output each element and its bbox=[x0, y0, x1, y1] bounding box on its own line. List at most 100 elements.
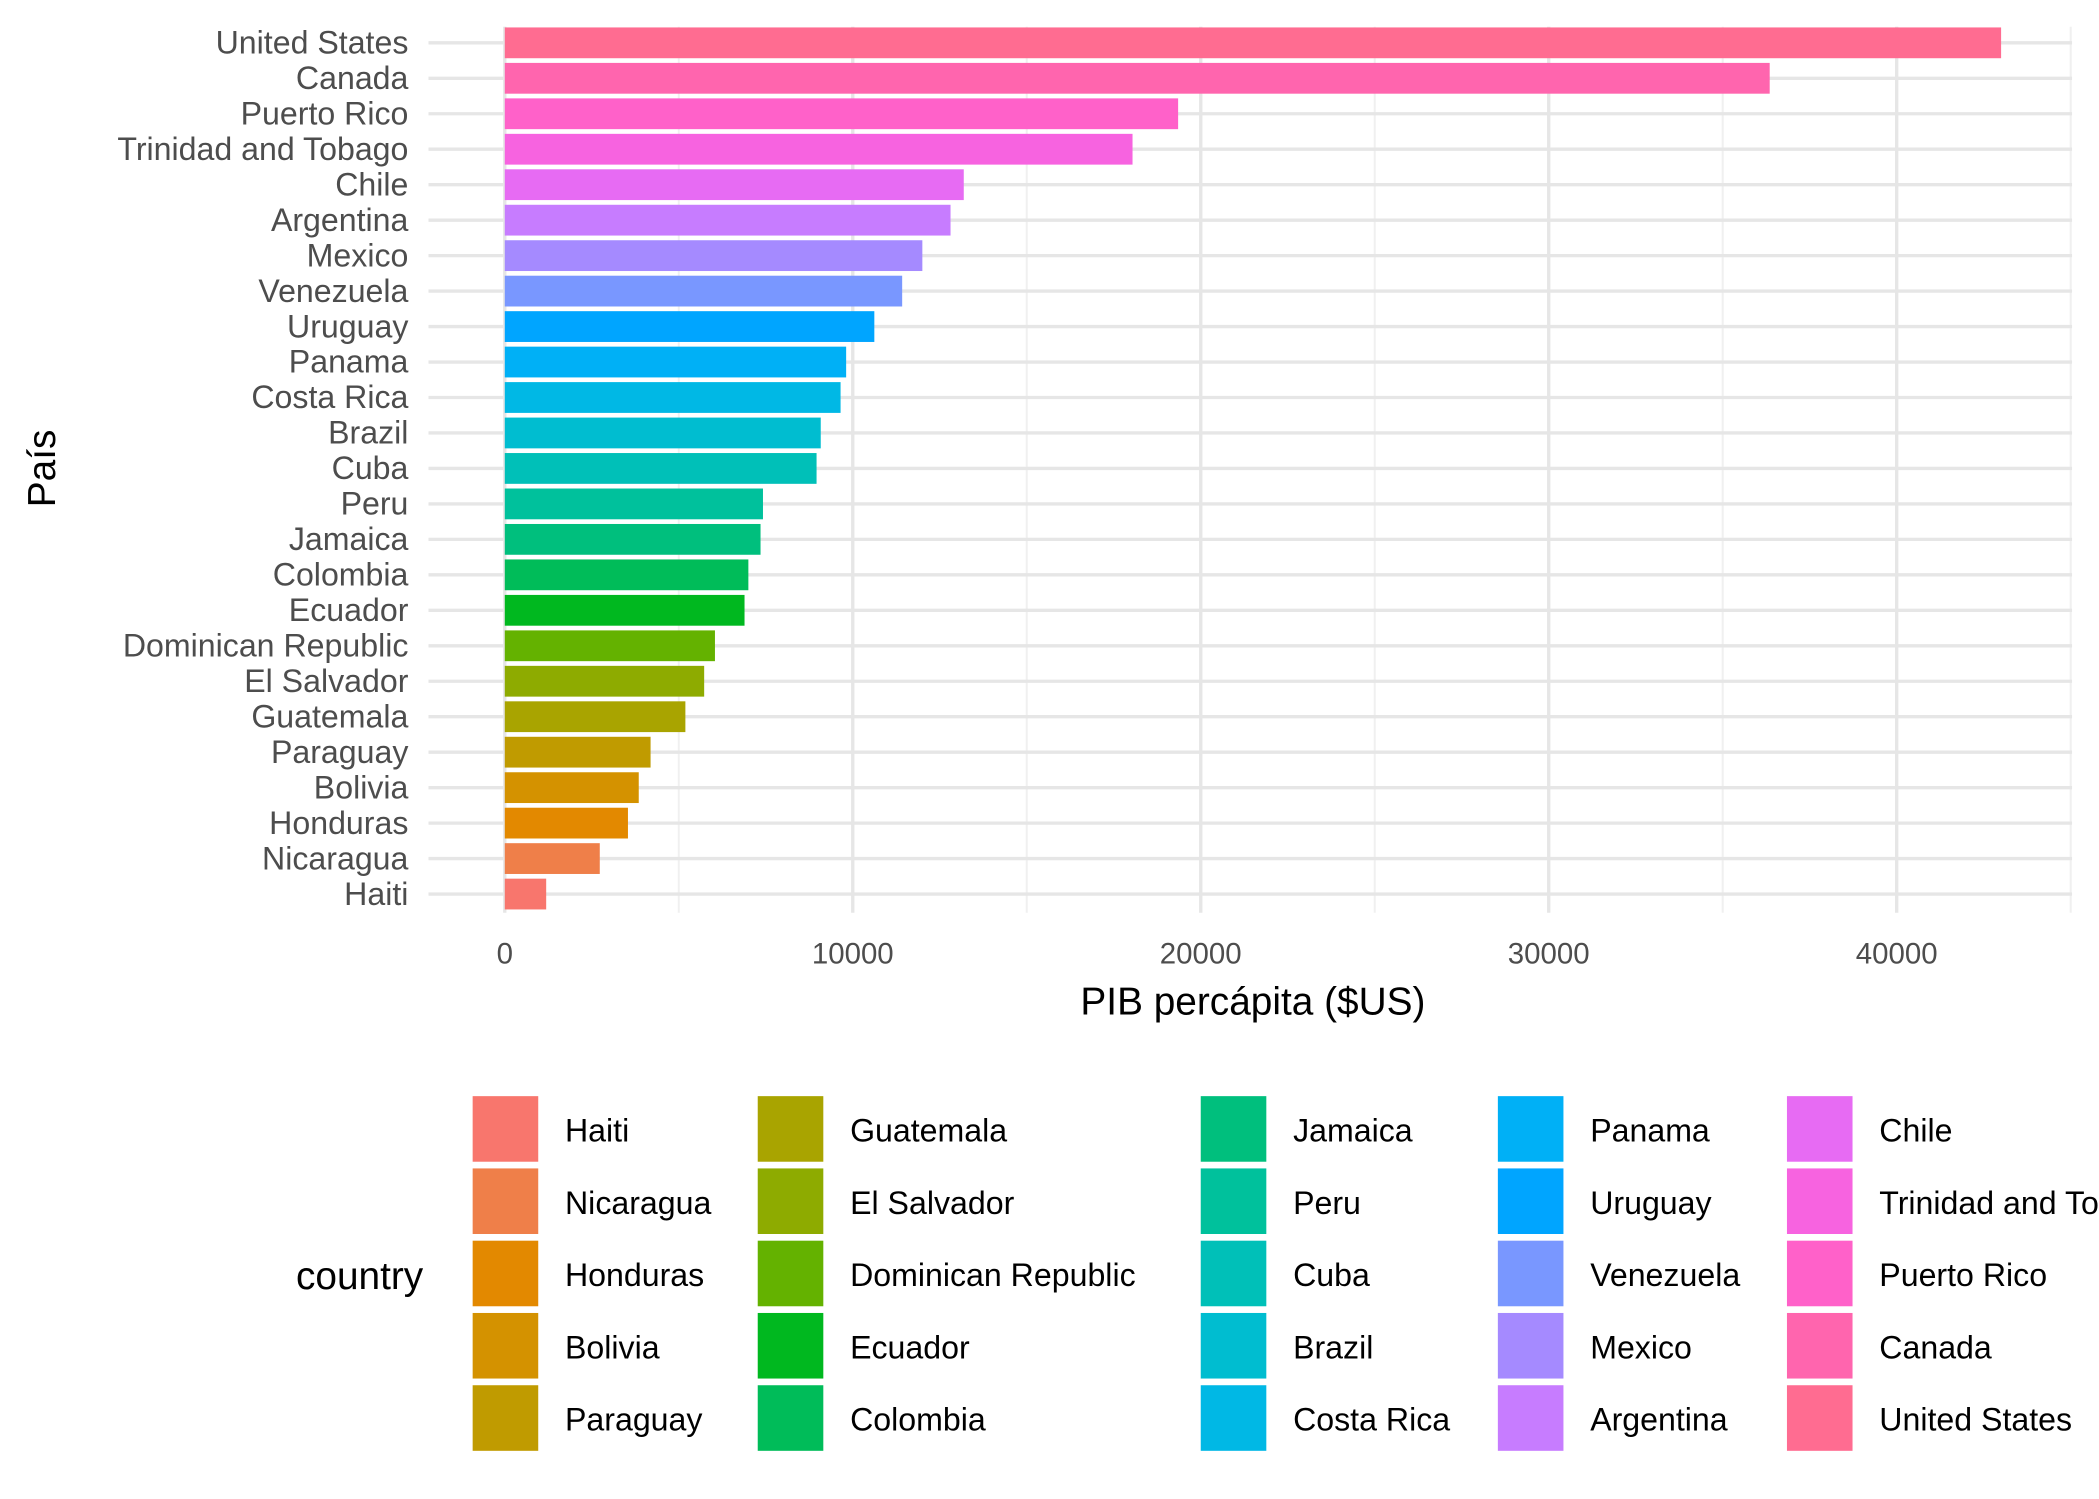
legend-key bbox=[1786, 1096, 1853, 1162]
bar-guatemala bbox=[504, 701, 686, 733]
legend-key bbox=[1200, 1168, 1267, 1234]
bar-el-salvador bbox=[504, 665, 705, 697]
y-tick-label: United States bbox=[216, 25, 409, 61]
bar-brazil bbox=[504, 417, 821, 449]
bar-jamaica bbox=[504, 523, 761, 555]
legend-label: Canada bbox=[1879, 1329, 1992, 1365]
bar-paraguay bbox=[504, 736, 651, 768]
legend-key bbox=[1200, 1312, 1267, 1379]
legend-label: United States bbox=[1879, 1402, 2072, 1438]
legend-key bbox=[1200, 1385, 1267, 1451]
y-tick-label: Argentina bbox=[271, 202, 409, 238]
legend-key bbox=[1786, 1240, 1853, 1307]
x-tick-label: 10000 bbox=[812, 938, 894, 971]
y-tick-label: Jamaica bbox=[289, 521, 409, 557]
legend-key bbox=[1786, 1168, 1853, 1234]
y-tick-label: Colombia bbox=[273, 557, 409, 593]
legend-key bbox=[1497, 1240, 1564, 1307]
bar-cuba bbox=[504, 453, 817, 484]
x-axis-title: PIB percápita ($US) bbox=[1080, 981, 1425, 1024]
y-tick-label: Mexico bbox=[307, 237, 409, 273]
legend-title: country bbox=[296, 1255, 424, 1298]
y-tick-label: Canada bbox=[296, 60, 409, 96]
x-tick-label: 0 bbox=[497, 938, 513, 971]
y-axis-title: País bbox=[21, 430, 64, 508]
legend-key bbox=[1200, 1096, 1267, 1162]
bar-colombia bbox=[504, 559, 749, 591]
legend-key bbox=[472, 1385, 539, 1451]
legend-label: Panama bbox=[1590, 1113, 1710, 1149]
legend-label: Cuba bbox=[1293, 1257, 1370, 1293]
legend: Haiti Nicaragua Honduras Bolivia Paraguay Gua… bbox=[472, 1096, 2099, 1451]
bar-ecuador bbox=[504, 594, 745, 626]
y-tick-label: El Salvador bbox=[244, 663, 409, 699]
y-tick-label: Uruguay bbox=[287, 308, 408, 344]
legend-label: Bolivia bbox=[565, 1329, 660, 1365]
y-tick-label: Panama bbox=[289, 344, 409, 380]
y-tick-label: Trinidad and Tobago bbox=[117, 131, 408, 167]
legend-label: Trinidad and Tobago bbox=[1879, 1185, 2099, 1221]
y-tick-label: Bolivia bbox=[314, 769, 409, 805]
bar-bolivia bbox=[504, 772, 639, 804]
bar-uruguay bbox=[504, 311, 875, 342]
y-tick-label: Paraguay bbox=[271, 734, 408, 770]
legend-label: Colombia bbox=[850, 1402, 986, 1438]
legend-key bbox=[757, 1312, 824, 1379]
legend-key bbox=[757, 1385, 824, 1451]
legend-label: Peru bbox=[1293, 1185, 1361, 1221]
legend-label: El Salvador bbox=[850, 1185, 1015, 1221]
y-tick-label: Venezuela bbox=[258, 273, 408, 309]
legend-key bbox=[472, 1096, 539, 1162]
legend-label: Argentina bbox=[1590, 1402, 1728, 1438]
bar-peru bbox=[504, 488, 763, 520]
legend-key bbox=[472, 1168, 539, 1234]
bar-chile bbox=[504, 169, 964, 201]
legend-key bbox=[1497, 1096, 1564, 1162]
legend-label: Haiti bbox=[565, 1113, 629, 1149]
bar-venezuela bbox=[504, 275, 903, 307]
y-tick-label: Brazil bbox=[328, 415, 408, 451]
legend-key bbox=[472, 1240, 539, 1307]
y-tick-label: Haiti bbox=[344, 876, 408, 912]
bar-mexico bbox=[504, 240, 923, 272]
bar-argentina bbox=[504, 204, 951, 236]
bar-nicaragua bbox=[504, 843, 600, 874]
legend-label: Brazil bbox=[1293, 1329, 1373, 1365]
x-tick-labels: 0 10000 20000 30000 40000 bbox=[497, 938, 1938, 971]
legend-key bbox=[1497, 1312, 1564, 1379]
legend-label: Guatemala bbox=[850, 1113, 1007, 1149]
legend-label: Costa Rica bbox=[1293, 1402, 1450, 1438]
bars bbox=[504, 27, 2002, 910]
bar-panama bbox=[504, 346, 847, 378]
y-tick-label: Cuba bbox=[332, 450, 409, 486]
legend-key bbox=[757, 1096, 824, 1162]
bar-united-states bbox=[504, 27, 2002, 59]
x-tick-label: 20000 bbox=[1160, 938, 1242, 971]
bar-dominican-republic bbox=[504, 630, 715, 662]
y-tick-label: Chile bbox=[335, 166, 408, 202]
y-tick-label: Nicaragua bbox=[262, 840, 409, 876]
bar-trinidad-and-tobago bbox=[504, 133, 1133, 165]
legend-key bbox=[1786, 1385, 1853, 1451]
legend-key bbox=[1786, 1312, 1853, 1379]
bar-haiti bbox=[504, 878, 547, 910]
x-tick-label: 30000 bbox=[1508, 938, 1590, 971]
bar-puerto-rico bbox=[504, 98, 1179, 130]
legend-label: Jamaica bbox=[1293, 1113, 1413, 1149]
legend-key bbox=[757, 1240, 824, 1307]
legend-label: Dominican Republic bbox=[850, 1257, 1136, 1293]
bar-costa-rica bbox=[504, 382, 841, 413]
legend-label: Nicaragua bbox=[565, 1185, 712, 1221]
legend-key bbox=[472, 1312, 539, 1379]
legend-label: Venezuela bbox=[1590, 1257, 1740, 1293]
x-tick-label: 40000 bbox=[1856, 938, 1938, 971]
legend-key bbox=[1200, 1240, 1267, 1307]
y-tick-label: Ecuador bbox=[289, 592, 409, 628]
y-tick-label: Honduras bbox=[269, 805, 408, 841]
bar-honduras bbox=[504, 807, 628, 839]
legend-label: Puerto Rico bbox=[1879, 1257, 2047, 1293]
y-tick-label: Peru bbox=[341, 486, 409, 522]
legend-label: Chile bbox=[1879, 1113, 1952, 1149]
